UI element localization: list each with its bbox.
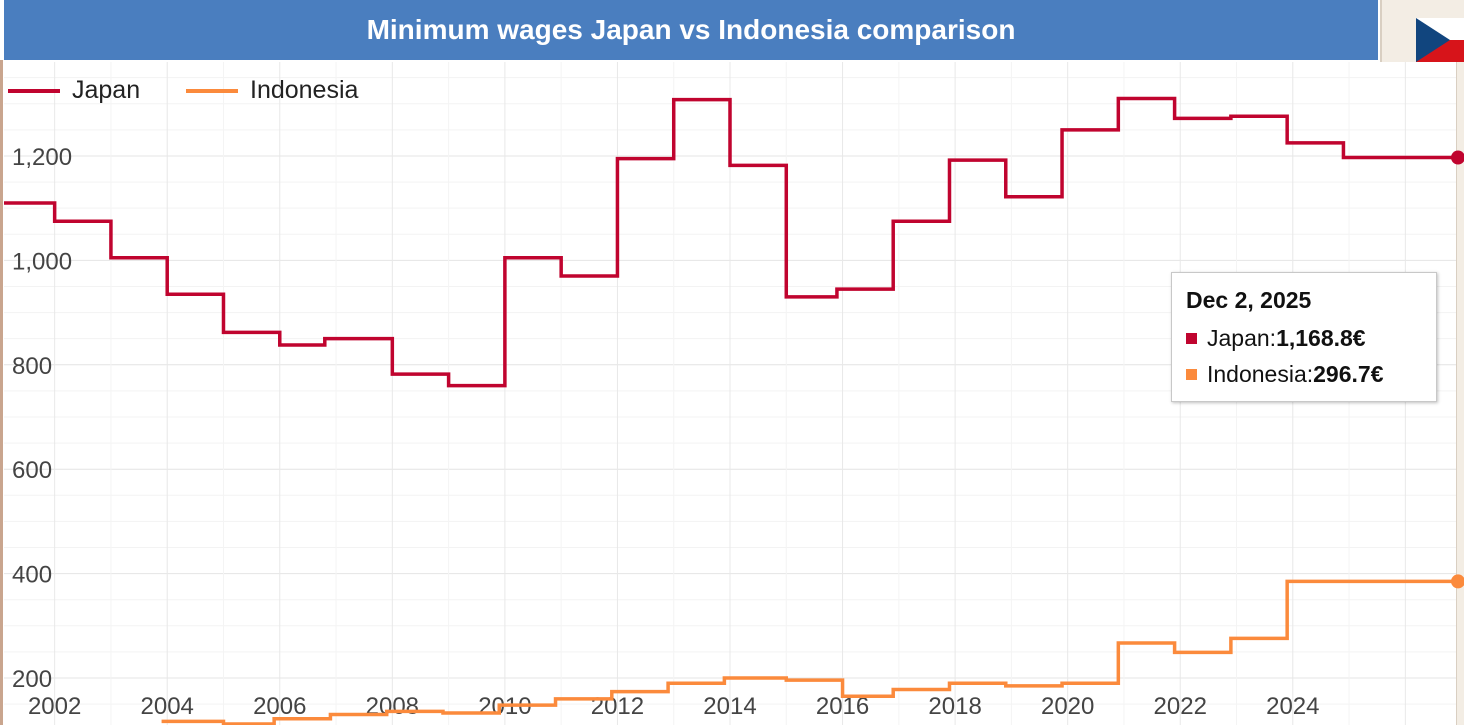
y-tick-label: 600 [12,457,52,484]
legend-swatch-indonesia [186,88,238,93]
y-tick-label: 400 [12,562,52,589]
x-tick-label: 2002 [28,693,81,720]
x-tick-label: 2004 [141,693,194,720]
x-tick-label: 2022 [1154,693,1207,720]
legend-swatch-japan [8,88,60,93]
x-tick-label: 2006 [253,693,306,720]
y-tick-label: 200 [12,666,52,693]
series-line-indonesia [161,579,1456,725]
tooltip-row-japan: Japan: 1,168.8€ [1186,325,1366,352]
hover-marker-japan[interactable] [1451,150,1464,165]
tooltip-swatch-indonesia [1186,369,1197,380]
tooltip-date: Dec 2, 2025 [1186,287,1312,313]
legend-label-japan: Japan [72,76,141,104]
legend-item-japan[interactable]: Japan [8,76,140,105]
x-tick-label: 2020 [1041,693,1094,720]
czech-flag-icon[interactable] [1416,18,1464,62]
x-tick-label: 2018 [928,693,981,720]
tooltip-value-japan: 1,168.8€ [1276,325,1366,351]
series-lines [4,96,1464,725]
y-tick-label: 1,000 [12,248,72,275]
x-tick-label: 2014 [703,693,756,720]
tooltip-row-indonesia: Indonesia: 296.7€ [1186,361,1384,388]
right-frame-border [1456,62,1464,725]
side-panel [1380,0,1464,62]
y-tick-label: 800 [12,353,52,380]
chart-title: Minimum wages Japan vs Indonesia compari… [4,0,1378,60]
tooltip-label-indonesia: Indonesia: [1207,361,1314,387]
tooltip-swatch-japan [1186,333,1197,344]
x-tick-label: 2012 [591,693,644,720]
hover-marker-indonesia[interactable] [1451,574,1464,589]
legend-label-indonesia: Indonesia [250,76,359,104]
tooltip-value-indonesia: 296.7€ [1313,361,1384,387]
y-tick-label: 1,200 [12,144,72,171]
tooltip-label-japan: Japan: [1207,325,1277,351]
left-frame-border [0,60,3,725]
series-line-japan [4,96,1456,388]
data-tooltip: Dec 2, 2025 Japan: 1,168.8€ Indonesia: 2… [1171,272,1437,402]
legend-item-indonesia[interactable]: Indonesia [186,76,358,105]
x-tick-label: 2024 [1266,693,1319,720]
